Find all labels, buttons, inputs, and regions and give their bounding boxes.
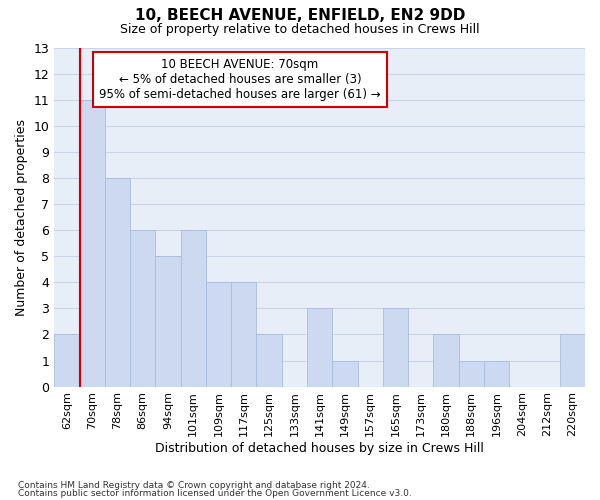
Bar xyxy=(54,334,80,386)
Text: 10, BEECH AVENUE, ENFIELD, EN2 9DD: 10, BEECH AVENUE, ENFIELD, EN2 9DD xyxy=(135,8,465,22)
Bar xyxy=(130,230,155,386)
Bar xyxy=(231,282,256,387)
Bar xyxy=(80,100,105,387)
Bar xyxy=(433,334,458,386)
Bar xyxy=(458,360,484,386)
Bar xyxy=(307,308,332,386)
Bar xyxy=(484,360,509,386)
Bar xyxy=(332,360,358,386)
Bar xyxy=(560,334,585,386)
Text: Contains public sector information licensed under the Open Government Licence v3: Contains public sector information licen… xyxy=(18,489,412,498)
X-axis label: Distribution of detached houses by size in Crews Hill: Distribution of detached houses by size … xyxy=(155,442,484,455)
Text: 10 BEECH AVENUE: 70sqm
← 5% of detached houses are smaller (3)
95% of semi-detac: 10 BEECH AVENUE: 70sqm ← 5% of detached … xyxy=(99,58,381,100)
Bar xyxy=(206,282,231,387)
Bar xyxy=(383,308,408,386)
Bar xyxy=(181,230,206,386)
Bar xyxy=(155,256,181,386)
Bar xyxy=(256,334,282,386)
Text: Size of property relative to detached houses in Crews Hill: Size of property relative to detached ho… xyxy=(120,22,480,36)
Y-axis label: Number of detached properties: Number of detached properties xyxy=(15,118,28,316)
Bar xyxy=(105,178,130,386)
Text: Contains HM Land Registry data © Crown copyright and database right 2024.: Contains HM Land Registry data © Crown c… xyxy=(18,480,370,490)
